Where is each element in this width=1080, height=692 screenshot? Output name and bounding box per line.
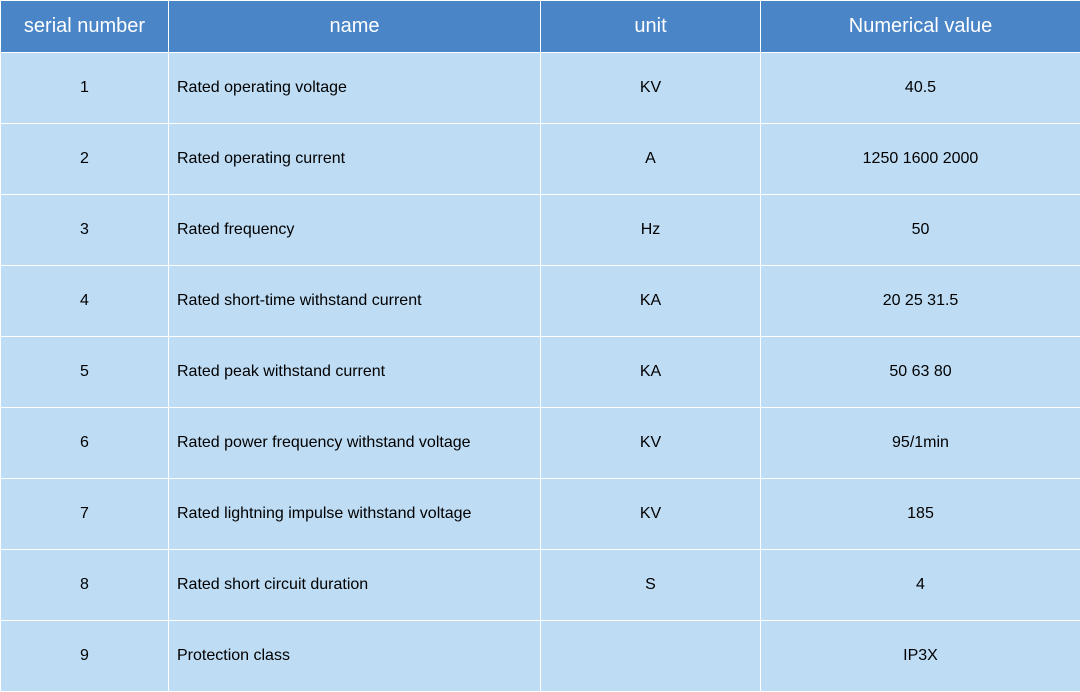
cell-value: 1250 1600 2000 <box>761 124 1080 195</box>
cell-name: Rated frequency <box>169 195 541 266</box>
cell-unit: KV <box>541 479 761 550</box>
col-header-unit: unit <box>541 1 761 53</box>
cell-value: 185 <box>761 479 1080 550</box>
cell-value: 40.5 <box>761 53 1080 124</box>
cell-serial: 8 <box>1 550 169 621</box>
col-header-serial: serial number <box>1 1 169 53</box>
table-body: 1 Rated operating voltage KV 40.5 2 Rate… <box>1 53 1080 692</box>
cell-name: Rated operating voltage <box>169 53 541 124</box>
cell-name: Protection class <box>169 621 541 692</box>
col-header-name: name <box>169 1 541 53</box>
cell-name: Rated lightning impulse withstand voltag… <box>169 479 541 550</box>
cell-serial: 5 <box>1 337 169 408</box>
spec-table: serial number name unit Numerical value … <box>0 0 1080 692</box>
table-row: 4 Rated short-time withstand current KA … <box>1 266 1080 337</box>
table-row: 2 Rated operating current A 1250 1600 20… <box>1 124 1080 195</box>
table-row: 3 Rated frequency Hz 50 <box>1 195 1080 266</box>
cell-name: Rated peak withstand current <box>169 337 541 408</box>
cell-serial: 1 <box>1 53 169 124</box>
table-row: 8 Rated short circuit duration S 4 <box>1 550 1080 621</box>
cell-name: Rated short-time withstand current <box>169 266 541 337</box>
cell-serial: 2 <box>1 124 169 195</box>
cell-unit: A <box>541 124 761 195</box>
table-header: serial number name unit Numerical value <box>1 1 1080 53</box>
cell-serial: 4 <box>1 266 169 337</box>
table-row: 6 Rated power frequency withstand voltag… <box>1 408 1080 479</box>
cell-value: 95/1min <box>761 408 1080 479</box>
cell-serial: 7 <box>1 479 169 550</box>
table-row: 1 Rated operating voltage KV 40.5 <box>1 53 1080 124</box>
cell-value: 50 63 80 <box>761 337 1080 408</box>
cell-value: IP3X <box>761 621 1080 692</box>
cell-unit: KV <box>541 53 761 124</box>
cell-name: Rated operating current <box>169 124 541 195</box>
cell-value: 50 <box>761 195 1080 266</box>
cell-unit: KA <box>541 266 761 337</box>
cell-value: 4 <box>761 550 1080 621</box>
cell-serial: 9 <box>1 621 169 692</box>
cell-unit: KA <box>541 337 761 408</box>
cell-serial: 3 <box>1 195 169 266</box>
table-row: 7 Rated lightning impulse withstand volt… <box>1 479 1080 550</box>
table-header-row: serial number name unit Numerical value <box>1 1 1080 53</box>
cell-name: Rated short circuit duration <box>169 550 541 621</box>
table-row: 9 Protection class IP3X <box>1 621 1080 692</box>
cell-unit: Hz <box>541 195 761 266</box>
cell-serial: 6 <box>1 408 169 479</box>
cell-name: Rated power frequency withstand voltage <box>169 408 541 479</box>
cell-value: 20 25 31.5 <box>761 266 1080 337</box>
cell-unit: KV <box>541 408 761 479</box>
cell-unit <box>541 621 761 692</box>
table-row: 5 Rated peak withstand current KA 50 63 … <box>1 337 1080 408</box>
col-header-value: Numerical value <box>761 1 1080 53</box>
cell-unit: S <box>541 550 761 621</box>
